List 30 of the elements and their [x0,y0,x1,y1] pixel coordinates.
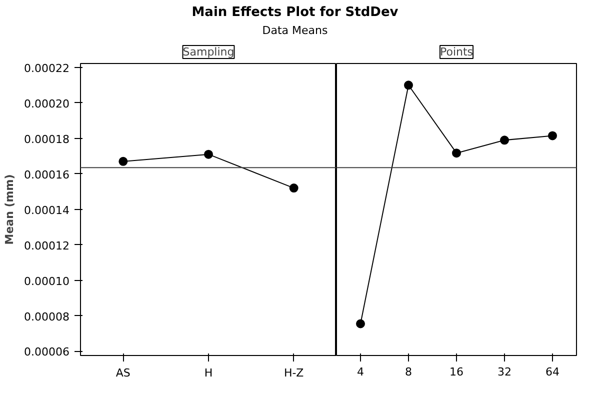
y-tick-label: 0.00022 [24,62,70,76]
y-tick-label: 0.00006 [24,346,70,360]
point [204,150,213,160]
x-tick-label: AS [116,366,130,380]
y-tick-label: 0.00014 [24,204,70,218]
x-tick-label: 4 [357,366,364,379]
x-axis-title: Sampling [182,46,234,59]
y-tick-label: 0.00012 [24,240,70,253]
point [452,148,461,158]
x-axis-title: Points [440,46,474,59]
y-tick-label: 0.00010 [24,275,70,288]
y-tick-label: 0.00018 [24,133,70,146]
x-tick-label: 16 [450,366,464,379]
x-tick-label: H [204,366,213,380]
x-tick-label: 32 [498,366,512,379]
point [548,131,557,140]
x-tick-label: H-Z [284,366,304,380]
point [404,80,413,90]
x-tick-label: 8 [405,366,412,379]
chart-title: Main Effects Plot for StdDev [192,4,398,22]
y-tick-label: 0.00008 [24,310,70,324]
x-tick-label: 64 [546,366,560,379]
point [118,157,128,166]
point [356,320,365,329]
y-tick-label: 0.00016 [24,168,70,182]
point [289,184,298,193]
point [500,136,509,145]
y-tick-label: 0.00020 [24,98,70,111]
y-axis-title: Mean (mm) [3,174,16,245]
chart-subtitle: Data Means [262,22,328,38]
